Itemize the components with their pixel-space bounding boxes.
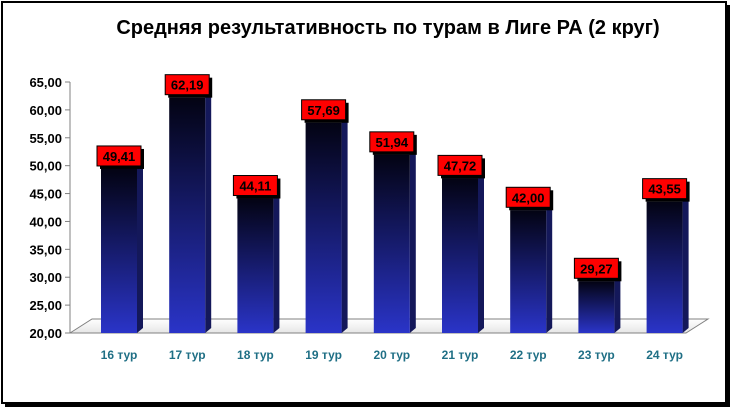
data-label: 29,27 <box>580 261 613 276</box>
x-tick-label: 19 тур <box>305 348 342 362</box>
data-label: 62,19 <box>171 78 204 93</box>
bar <box>510 210 547 333</box>
bar <box>578 281 615 333</box>
data-label-box <box>573 257 619 279</box>
x-tick-label: 17 тур <box>169 348 206 362</box>
data-label-box <box>96 145 142 167</box>
y-tick-label: 60,00 <box>29 103 62 118</box>
bar-side-face <box>546 205 553 333</box>
x-tick-label: 24 тур <box>646 348 683 362</box>
y-tick-label: 45,00 <box>29 187 62 202</box>
bar-side-face <box>341 117 348 333</box>
y-tick-label: 35,00 <box>29 242 62 257</box>
bar-side-face <box>409 149 416 333</box>
data-label-box <box>642 178 688 200</box>
y-tick-label: 55,00 <box>29 131 62 146</box>
bar <box>169 97 206 333</box>
x-tick-label: 20 тур <box>373 348 410 362</box>
data-label-box <box>437 154 483 176</box>
data-label-box <box>232 175 278 197</box>
y-tick-label: 30,00 <box>29 270 62 285</box>
bar <box>373 154 410 333</box>
bar <box>646 201 683 333</box>
data-label: 47,72 <box>444 158 477 173</box>
data-label-box <box>301 99 347 121</box>
bar-side-face <box>205 92 212 333</box>
y-tick-label: 65,00 <box>29 75 62 90</box>
data-label: 57,69 <box>307 103 340 118</box>
bar <box>442 178 478 333</box>
y-tick-label: 40,00 <box>29 214 62 229</box>
data-label-box <box>505 186 551 208</box>
x-tick-label: 21 тур <box>442 348 479 362</box>
x-tick-label: 22 тур <box>510 348 547 362</box>
bar-side-face <box>137 163 143 333</box>
bar-side-face <box>682 196 689 333</box>
bar <box>305 122 342 333</box>
x-tick-label: 18 тур <box>237 348 274 362</box>
bar <box>101 168 137 333</box>
data-label: 51,94 <box>376 135 409 150</box>
x-tick-label: 23 тур <box>578 348 615 362</box>
y-tick-label: 50,00 <box>29 159 62 174</box>
bar-side-face <box>478 173 484 333</box>
data-label: 49,41 <box>103 149 136 164</box>
data-label: 44,11 <box>239 179 271 194</box>
data-label-box <box>164 74 210 96</box>
y-tick-label: 20,00 <box>29 326 62 341</box>
x-tick-label: 16 тур <box>101 348 138 362</box>
chart-title: Средняя результативность по турам в Лиге… <box>116 17 659 39</box>
data-label-box <box>369 131 415 153</box>
data-label: 42,00 <box>512 190 545 205</box>
bar-side-face <box>273 193 280 333</box>
bar-side-face <box>614 276 621 333</box>
y-tick-label: 25,00 <box>29 298 62 313</box>
data-label: 43,55 <box>648 182 681 197</box>
bar <box>237 198 274 333</box>
